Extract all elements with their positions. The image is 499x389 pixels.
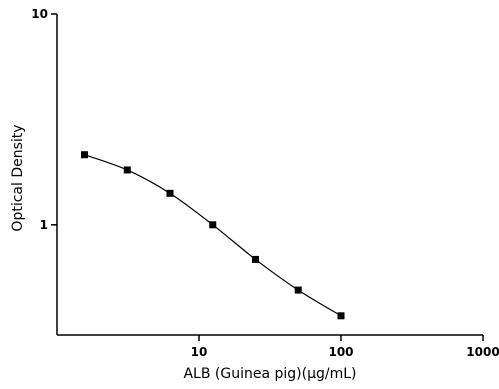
data-point [166, 189, 174, 197]
x-tick-label: 100 [328, 345, 353, 359]
fit-curve-layer [84, 154, 342, 317]
data-point [337, 312, 345, 320]
x-tick-label: 10 [191, 345, 208, 359]
data-point [81, 151, 89, 159]
axes [56, 14, 483, 336]
ticks: 10 100 1000 1 10 [31, 7, 499, 359]
data-point [123, 166, 131, 174]
data-point [294, 286, 302, 294]
y-tick-label: 10 [31, 7, 48, 21]
y-tick-label: 1 [40, 218, 48, 232]
data-point [252, 255, 260, 263]
y-axis-title: Optical Density [10, 124, 26, 231]
data-points [81, 151, 345, 320]
data-point [209, 221, 217, 229]
x-axis-title: ALB (Guinea pig)(μg/mL) [183, 366, 356, 382]
fit-curve [84, 154, 342, 317]
x-tick-label: 1000 [466, 345, 499, 359]
